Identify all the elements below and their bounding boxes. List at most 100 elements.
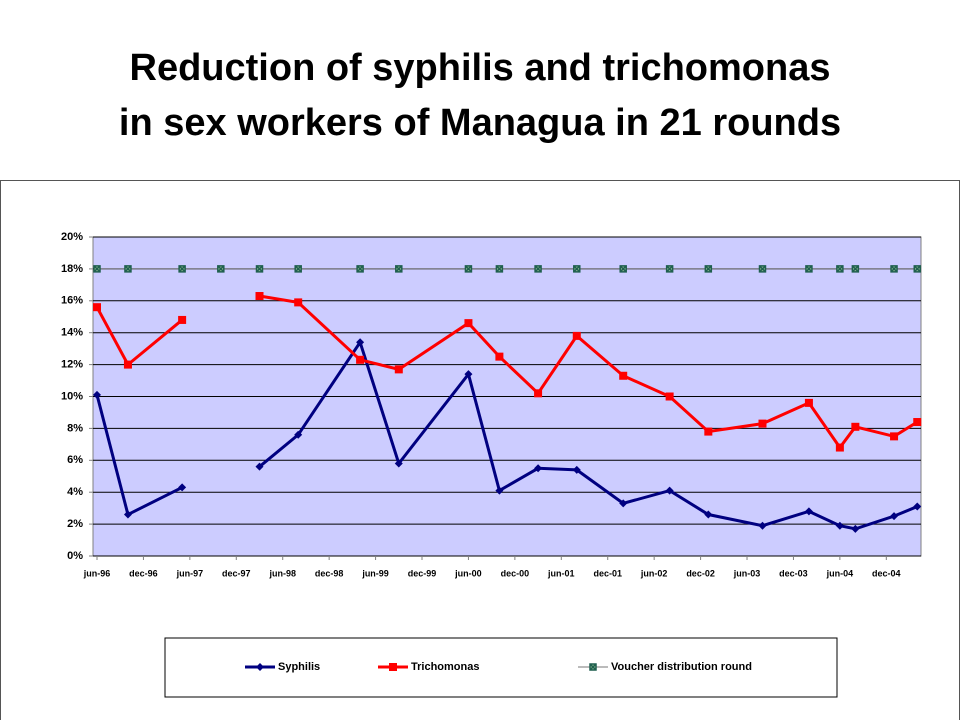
x-tick-label: dec-97 <box>222 568 251 578</box>
y-tick-label: 2% <box>67 518 83 530</box>
marker <box>619 499 628 508</box>
x-tick-label: jun-97 <box>176 568 204 578</box>
marker <box>495 352 504 361</box>
x-tick-label: dec-00 <box>501 568 530 578</box>
y-tick-label: 12% <box>61 359 83 371</box>
marker <box>178 483 187 492</box>
marker <box>93 265 101 273</box>
legend-label: Voucher distribution round <box>611 661 752 673</box>
marker <box>890 512 899 521</box>
x-tick-label: jun-00 <box>454 568 482 578</box>
x-tick-label: dec-03 <box>779 568 808 578</box>
marker <box>217 265 225 273</box>
marker <box>495 486 504 495</box>
marker <box>836 265 844 273</box>
marker <box>665 392 674 401</box>
chart-title: in sex workers of Managua in 21 rounds <box>119 102 841 144</box>
marker <box>572 465 581 474</box>
marker <box>913 418 922 427</box>
marker <box>123 360 132 369</box>
marker <box>835 521 844 530</box>
y-tick-label: 0% <box>67 550 83 562</box>
y-tick-label: 8% <box>67 422 83 434</box>
marker <box>124 265 132 273</box>
marker <box>758 521 767 530</box>
x-tick-label: dec-99 <box>408 568 437 578</box>
marker <box>704 510 713 519</box>
marker <box>913 265 922 273</box>
marker <box>356 338 365 347</box>
marker <box>178 315 187 324</box>
y-tick-label: 6% <box>67 454 83 466</box>
y-tick-label: 14% <box>61 327 83 339</box>
marker <box>804 398 813 407</box>
marker <box>758 419 767 428</box>
legend-marker <box>389 663 397 671</box>
marker <box>255 292 264 301</box>
marker <box>356 265 364 273</box>
marker <box>851 422 860 431</box>
marker <box>572 331 581 340</box>
y-tick-label: 16% <box>61 295 83 307</box>
marker <box>851 265 860 273</box>
x-tick-label: jun-02 <box>640 568 668 578</box>
x-tick-label: jun-04 <box>826 568 854 578</box>
marker <box>394 459 403 468</box>
x-tick-label: dec-02 <box>686 568 715 578</box>
marker <box>93 390 101 399</box>
x-tick-label: jun-96 <box>83 568 111 578</box>
marker <box>619 265 627 273</box>
legend-marker <box>589 663 597 671</box>
marker <box>573 265 581 273</box>
marker <box>665 486 674 495</box>
marker <box>805 265 813 273</box>
legend-box <box>164 637 838 698</box>
marker <box>890 432 899 441</box>
chart-title: Reduction of syphilis and trichomonas <box>130 47 831 89</box>
marker <box>835 443 844 452</box>
marker <box>704 427 713 436</box>
legend-marker <box>256 663 264 671</box>
y-tick-label: 10% <box>61 390 83 402</box>
x-tick-label: jun-98 <box>268 568 296 578</box>
marker <box>704 265 713 273</box>
marker <box>665 265 674 273</box>
marker <box>294 298 303 307</box>
marker <box>804 507 813 516</box>
marker <box>464 265 473 273</box>
marker <box>255 265 264 273</box>
x-tick-label: dec-98 <box>315 568 344 578</box>
legend-label: Trichomonas <box>411 661 479 673</box>
marker <box>758 265 767 273</box>
x-tick-label: dec-04 <box>872 568 901 578</box>
marker <box>851 524 860 533</box>
x-tick-label: jun-03 <box>733 568 761 578</box>
marker <box>294 265 302 273</box>
x-tick-label: jun-99 <box>361 568 389 578</box>
marker <box>534 389 543 398</box>
marker <box>495 265 504 273</box>
marker <box>534 464 543 473</box>
marker <box>464 319 473 328</box>
marker <box>395 265 403 273</box>
marker <box>123 510 132 519</box>
x-tick-label: dec-01 <box>593 568 622 578</box>
marker <box>394 365 403 374</box>
y-tick-label: 18% <box>61 263 83 275</box>
marker <box>255 462 264 471</box>
marker <box>93 303 101 312</box>
x-tick-label: jun-01 <box>547 568 575 578</box>
y-tick-label: 20% <box>61 231 83 243</box>
marker <box>178 265 186 273</box>
y-tick-label: 4% <box>67 486 83 498</box>
marker <box>534 265 542 273</box>
x-tick-label: dec-96 <box>129 568 158 578</box>
marker <box>913 502 922 511</box>
marker <box>294 430 303 439</box>
legend-label: Syphilis <box>278 661 320 673</box>
marker <box>619 371 628 380</box>
marker <box>890 265 898 273</box>
marker <box>356 355 365 364</box>
